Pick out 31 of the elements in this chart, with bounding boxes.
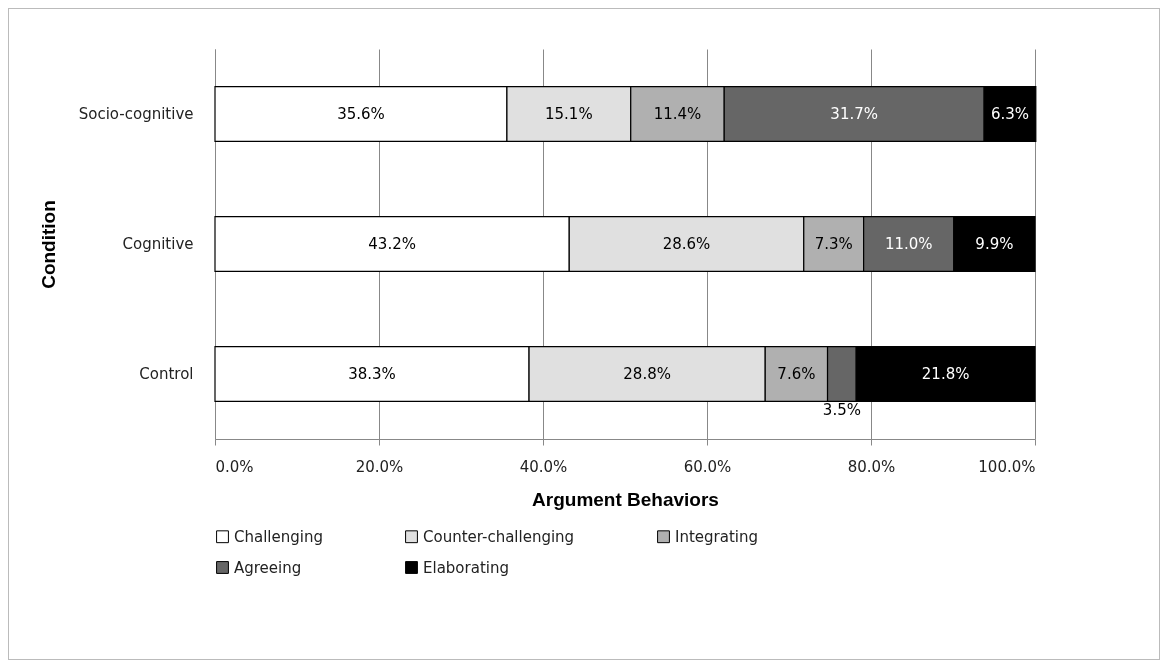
y-tick-label: Control bbox=[139, 365, 194, 383]
x-tick-label: 100.0% bbox=[978, 457, 1036, 476]
data-label: 15.1% bbox=[545, 105, 593, 123]
x-tick-label: 20.0% bbox=[355, 457, 404, 476]
data-label: 7.6% bbox=[777, 365, 816, 383]
x-tick-label: 60.0% bbox=[683, 457, 732, 476]
data-label: 3.5% bbox=[822, 401, 861, 419]
data-label: 9.9% bbox=[975, 235, 1014, 253]
legend-label: Elaborating bbox=[423, 558, 509, 577]
legend-label: Challenging bbox=[234, 527, 323, 546]
data-label: 11.4% bbox=[653, 105, 702, 123]
data-label: 11.0% bbox=[884, 235, 933, 253]
legend-label: Integrating bbox=[675, 527, 758, 546]
legend-label: Agreeing bbox=[234, 558, 302, 577]
y-axis-title: Condition bbox=[37, 200, 59, 289]
x-axis-title: Argument Behaviors bbox=[532, 488, 719, 510]
data-label: 21.8% bbox=[921, 365, 970, 383]
x-tick-label: 40.0% bbox=[519, 457, 568, 476]
x-tick-label: 80.0% bbox=[847, 457, 896, 476]
data-label: 7.3% bbox=[814, 235, 853, 253]
data-label: 35.6% bbox=[337, 105, 385, 123]
x-tick-label: 0.0% bbox=[215, 457, 254, 476]
y-tick-label: Cognitive bbox=[122, 235, 194, 253]
data-label: 28.6% bbox=[662, 235, 711, 253]
data-label: 28.8% bbox=[623, 365, 671, 383]
data-label: 43.2% bbox=[368, 235, 416, 253]
data-label: 31.7% bbox=[830, 105, 879, 123]
legend-label: Counter-challenging bbox=[423, 527, 575, 546]
data-label: 38.3% bbox=[348, 365, 396, 383]
data-label: 6.3% bbox=[990, 105, 1030, 123]
y-tick-label: Socio-cognitive bbox=[78, 105, 194, 123]
